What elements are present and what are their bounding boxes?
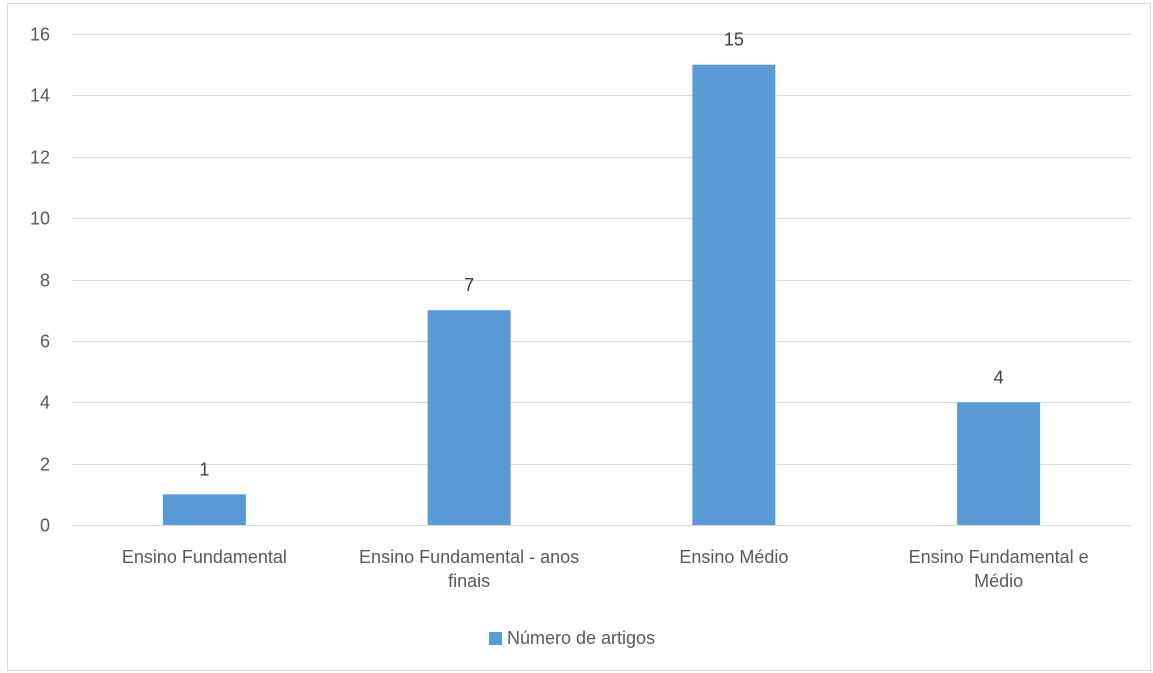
x-tick-label: Ensino Fundamental bbox=[122, 547, 287, 567]
y-tick-label: 6 bbox=[40, 332, 50, 352]
gridlines bbox=[72, 34, 1131, 526]
legend: Número de artigos bbox=[489, 628, 655, 648]
data-labels: 1 7 15 4 bbox=[199, 30, 1003, 480]
x-tick-label: Ensino Médio bbox=[679, 547, 788, 567]
x-tick-label: Ensino Fundamental e Médio bbox=[909, 547, 1089, 591]
bars bbox=[162, 64, 1041, 525]
y-axis-ticks: 0 2 4 6 8 10 12 14 16 bbox=[30, 25, 50, 536]
y-tick-label: 8 bbox=[40, 271, 50, 291]
bar bbox=[162, 494, 246, 525]
legend-swatch bbox=[489, 632, 502, 645]
x-axis-categories: Ensino Fundamental Ensino Fundamental - a… bbox=[122, 547, 1089, 591]
legend-label: Número de artigos bbox=[507, 628, 655, 648]
data-label: 4 bbox=[994, 367, 1004, 387]
y-tick-label: 10 bbox=[30, 209, 50, 229]
chart-frame bbox=[7, 3, 1151, 671]
y-tick-label: 12 bbox=[30, 148, 50, 168]
y-tick-label: 0 bbox=[40, 516, 50, 536]
y-tick-label: 2 bbox=[40, 455, 50, 475]
data-label: 7 bbox=[464, 275, 474, 295]
bar bbox=[957, 402, 1041, 525]
bar bbox=[427, 310, 511, 525]
bar bbox=[692, 64, 776, 525]
y-tick-label: 14 bbox=[30, 86, 50, 106]
y-tick-label: 4 bbox=[40, 393, 50, 413]
y-tick-label: 16 bbox=[30, 25, 50, 45]
data-label: 1 bbox=[199, 459, 209, 479]
data-label: 15 bbox=[724, 30, 744, 50]
x-tick-label: Ensino Fundamental - anos finais bbox=[359, 547, 579, 591]
